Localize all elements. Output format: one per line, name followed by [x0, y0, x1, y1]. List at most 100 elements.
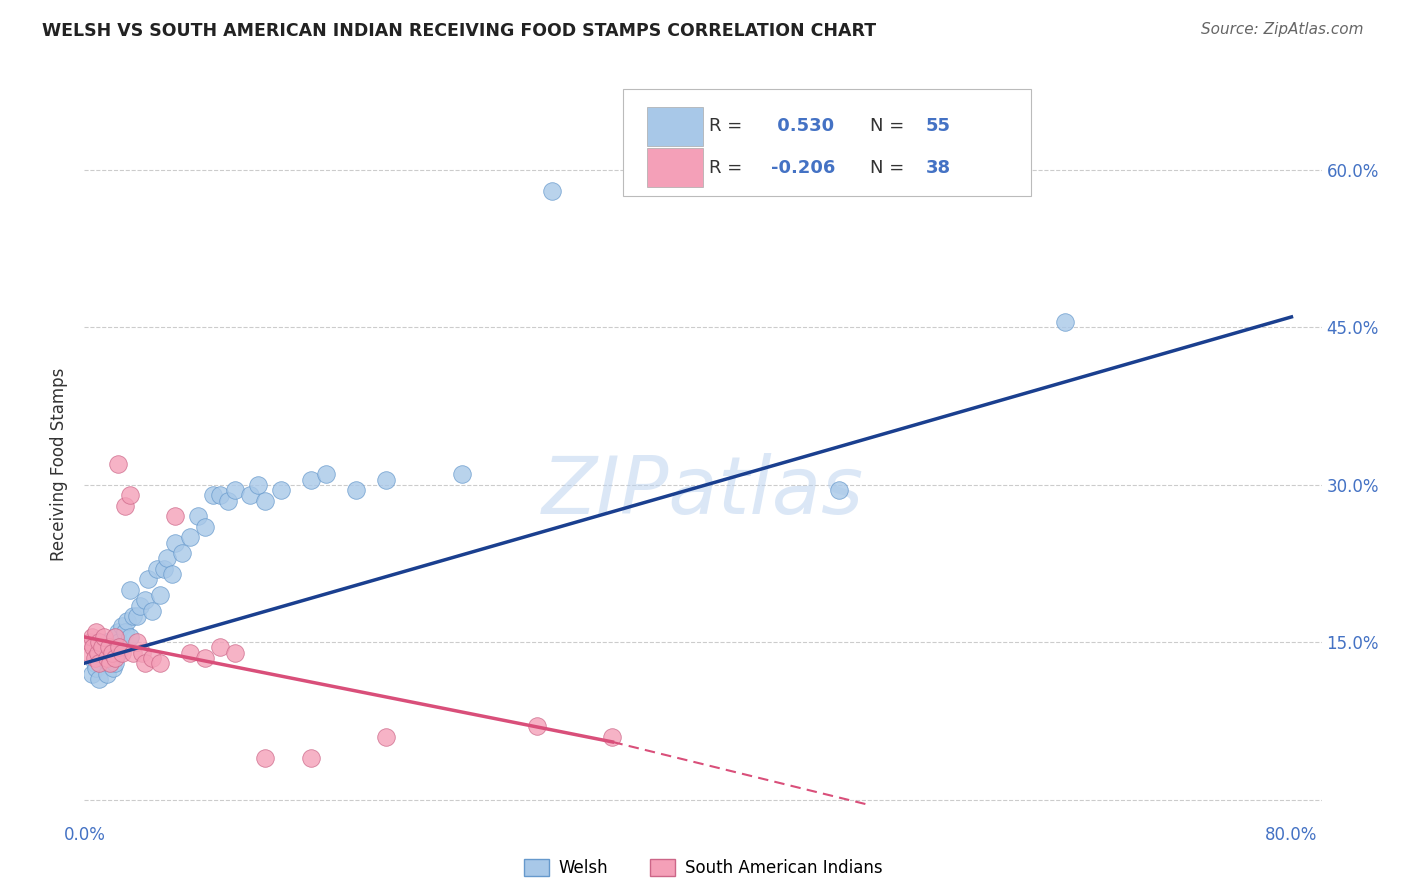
Point [127, 635, 149, 649]
Point [77, 646, 100, 660]
Point [103, 630, 125, 644]
FancyBboxPatch shape [647, 148, 703, 187]
Text: N =: N = [870, 118, 910, 136]
Point [201, 488, 224, 502]
Text: -0.206: -0.206 [770, 159, 835, 177]
Text: 0.530: 0.530 [770, 118, 834, 136]
Point [114, 499, 136, 513]
Point [111, 646, 134, 660]
Point [80, 630, 103, 644]
Point [107, 457, 129, 471]
Point [93, 640, 115, 655]
Point [299, 750, 322, 764]
Point [118, 488, 141, 502]
Point [1054, 315, 1077, 329]
Legend: Welsh, South American Indians: Welsh, South American Indians [517, 852, 889, 884]
Point [127, 609, 149, 624]
Point [375, 730, 398, 744]
Point [526, 719, 548, 733]
Point [96, 666, 118, 681]
Point [194, 520, 217, 534]
Point [375, 473, 398, 487]
Point [89, 657, 111, 671]
Text: R =: R = [709, 118, 748, 136]
Point [118, 630, 141, 644]
Point [146, 562, 169, 576]
Point [111, 619, 134, 633]
Point [97, 657, 120, 671]
Point [172, 546, 194, 560]
Point [96, 651, 118, 665]
Point [344, 483, 367, 497]
Point [153, 562, 176, 576]
Point [80, 666, 103, 681]
Point [186, 509, 208, 524]
Point [828, 483, 851, 497]
FancyBboxPatch shape [647, 107, 703, 146]
Point [179, 646, 201, 660]
Point [299, 473, 322, 487]
Point [254, 493, 277, 508]
Point [89, 646, 111, 660]
Point [118, 582, 141, 597]
Point [131, 646, 153, 660]
Point [121, 646, 143, 660]
Point [136, 572, 159, 586]
Text: N =: N = [870, 159, 910, 177]
Point [93, 630, 115, 644]
Point [84, 651, 107, 665]
Point [96, 635, 118, 649]
Point [89, 635, 111, 649]
Text: Source: ZipAtlas.com: Source: ZipAtlas.com [1201, 22, 1364, 37]
Point [134, 657, 156, 671]
Point [101, 661, 124, 675]
Point [149, 588, 172, 602]
Point [84, 657, 107, 671]
Point [107, 646, 129, 660]
Point [129, 599, 152, 613]
FancyBboxPatch shape [623, 89, 1031, 196]
Point [98, 657, 121, 671]
Text: 55: 55 [925, 118, 950, 136]
Point [141, 651, 163, 665]
Point [89, 672, 111, 686]
Point [541, 184, 564, 198]
Point [91, 651, 114, 665]
Point [114, 624, 136, 639]
Text: WELSH VS SOUTH AMERICAN INDIAN RECEIVING FOOD STAMPS CORRELATION CHART: WELSH VS SOUTH AMERICAN INDIAN RECEIVING… [42, 22, 876, 40]
Point [160, 567, 183, 582]
Point [239, 488, 262, 502]
Point [224, 646, 246, 660]
Point [179, 530, 201, 544]
Point [86, 624, 108, 639]
Point [107, 624, 129, 639]
Point [163, 509, 186, 524]
Point [602, 730, 624, 744]
Point [115, 614, 138, 628]
Y-axis label: Receiving Food Stamps: Receiving Food Stamps [51, 368, 69, 560]
Point [209, 488, 232, 502]
Point [134, 593, 156, 607]
Point [246, 478, 269, 492]
Point [163, 535, 186, 549]
Point [100, 646, 122, 660]
Point [149, 657, 172, 671]
Point [270, 483, 292, 497]
Point [97, 640, 120, 655]
Point [209, 640, 232, 655]
Point [141, 604, 163, 618]
Point [217, 493, 239, 508]
Point [224, 483, 246, 497]
Point [91, 640, 114, 655]
Point [121, 609, 143, 624]
Point [79, 635, 101, 649]
Point [315, 467, 337, 482]
Point [103, 651, 125, 665]
Point [108, 635, 131, 649]
Point [156, 551, 179, 566]
Point [194, 651, 217, 665]
Text: R =: R = [709, 159, 748, 177]
Point [111, 640, 134, 655]
Point [100, 646, 122, 660]
Point [86, 661, 108, 675]
